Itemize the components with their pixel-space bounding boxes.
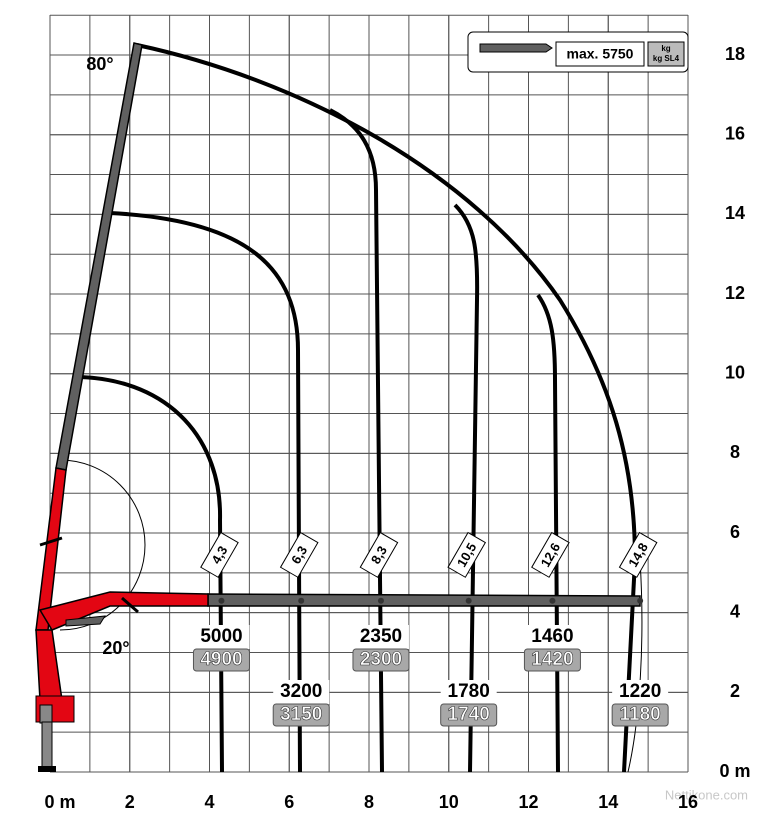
load-kg: 1780 (448, 681, 490, 702)
load-sl4-box (272, 703, 330, 727)
curve (109, 211, 302, 773)
curve (536, 293, 560, 773)
reach-box (447, 531, 487, 578)
curve (453, 203, 480, 773)
legend: max. 5750 kg kg SL4 (467, 31, 689, 73)
curve (329, 108, 384, 773)
load-sl4: 4900 (200, 649, 242, 670)
x-tick-label: 10 (439, 792, 459, 812)
reach-point (218, 597, 225, 604)
y-tick-label: 4 (730, 601, 740, 621)
load-sl4-box (611, 703, 669, 727)
load-kg: 5000 (200, 626, 242, 647)
reach-marker: 8,3 (359, 531, 399, 578)
legend-unit-box (647, 41, 685, 67)
reach-point (637, 597, 644, 604)
load-sl4-box (192, 648, 250, 672)
load-kg: 1220 (619, 681, 661, 702)
y-tick-label: 18 (725, 44, 745, 64)
angle-max: 80° (86, 54, 113, 74)
reach-marker: 4,3 (200, 531, 239, 578)
curve (79, 375, 224, 773)
y-tick-label: 16 (725, 123, 745, 143)
load-sl4: 2300 (360, 649, 402, 670)
reach-box (531, 531, 570, 578)
y-tick-label: 6 (730, 522, 740, 542)
curve (627, 559, 643, 773)
load-kg: 2350 (360, 626, 402, 647)
y-tick-label: 8 (730, 442, 740, 462)
x-tick-label: 16 (678, 792, 698, 812)
load-sl4: 3150 (280, 704, 322, 725)
y-tick-label: 2 (730, 681, 740, 701)
legend-unit-sl4: kg SL4 (653, 54, 680, 63)
legend-icon (479, 43, 553, 53)
load-sl4-box (440, 703, 498, 727)
load-sl4-box (523, 648, 581, 672)
legend-max-box (555, 41, 645, 67)
x-tick-label: 0 m (44, 792, 75, 812)
load-kg: 3200 (280, 681, 322, 702)
reach-marker: 12,6 (531, 531, 570, 578)
load-sl4: 1180 (620, 704, 661, 725)
load-box (440, 680, 497, 704)
y-tick-label: 14 (725, 203, 745, 223)
legend-max: max. 5750 (567, 46, 634, 62)
load-sl4-box (352, 648, 410, 672)
y-tick-label: 0 m (719, 761, 750, 781)
reach-point (377, 597, 384, 604)
load-sl4: 1420 (531, 649, 573, 670)
reach-box (200, 531, 239, 578)
load-kg: 1460 (531, 626, 573, 647)
load-box (273, 680, 330, 704)
load-box (612, 680, 669, 704)
reach-marker: 10,5 (447, 531, 487, 578)
x-tick-label: 8 (364, 792, 374, 812)
load-curves (79, 43, 643, 773)
watermark: Nettikone.com (665, 787, 748, 802)
y-tick-label: 12 (725, 283, 745, 303)
x-tick-label: 14 (598, 792, 618, 812)
reach-box (618, 531, 658, 578)
x-tick-label: 2 (125, 792, 135, 812)
curve (136, 43, 638, 773)
reach-marker: 6,3 (279, 531, 319, 578)
x-tick-label: 6 (284, 792, 294, 812)
load-box (524, 625, 581, 649)
crane (35, 42, 641, 772)
x-tick-label: 12 (518, 792, 538, 812)
reach-point (465, 597, 472, 604)
angle-min: 20° (102, 638, 129, 658)
reach-marker: 14,8 (618, 531, 658, 578)
y-tick-label: 10 (725, 362, 745, 382)
reach-point (298, 597, 305, 604)
reach-box (279, 531, 319, 578)
x-tick-label: 4 (204, 792, 214, 812)
load-box (352, 625, 409, 649)
reach-box (359, 531, 399, 578)
legend-unit: kg (661, 44, 670, 53)
reach-point (549, 597, 556, 604)
load-sl4: 1740 (448, 704, 490, 725)
load-box (193, 625, 250, 649)
